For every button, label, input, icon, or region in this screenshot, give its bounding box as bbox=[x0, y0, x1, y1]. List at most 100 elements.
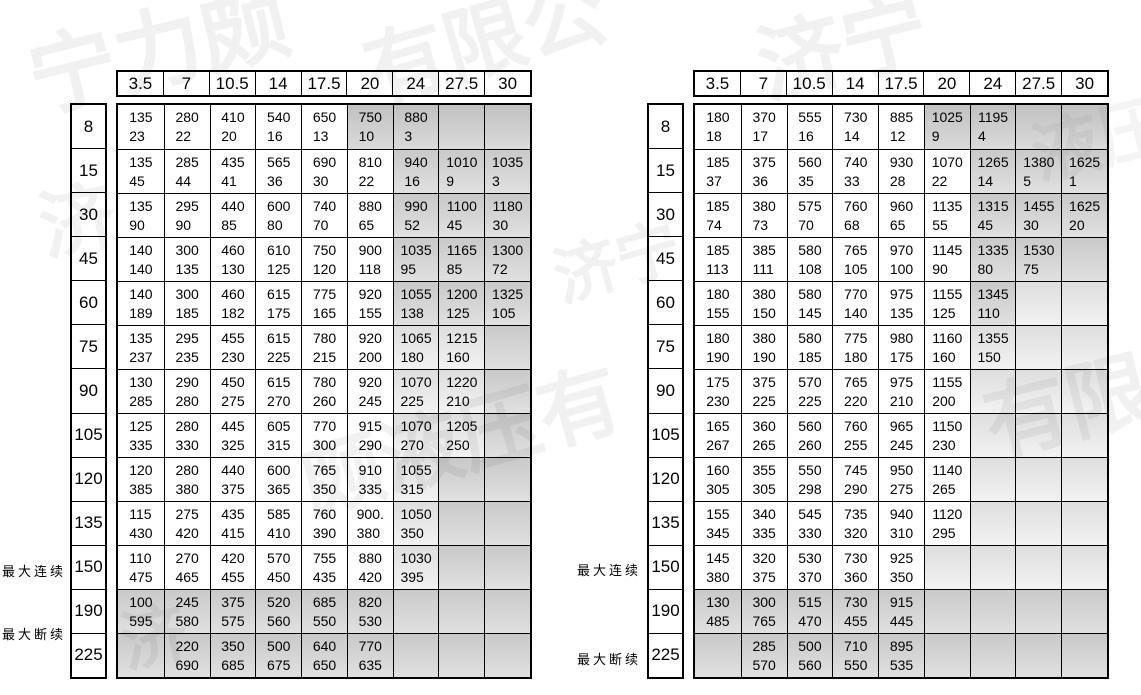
value-top: 950 bbox=[889, 461, 914, 478]
left-row-header-30: 30 bbox=[72, 192, 105, 237]
value-bottom: 55 bbox=[932, 216, 948, 233]
left-col-header-30: 30 bbox=[484, 72, 531, 95]
left-cell-30-7: 295 90 bbox=[163, 193, 210, 237]
value-top: 1135 bbox=[932, 197, 963, 214]
value-top: 575 bbox=[798, 197, 822, 214]
left-cell-45-10.5: 460 130 bbox=[209, 237, 256, 281]
right-col-header-30: 30 bbox=[1061, 72, 1108, 95]
value-bottom: 30 bbox=[492, 216, 509, 233]
value-bottom: 350 bbox=[400, 524, 424, 541]
value-bottom: 280 bbox=[175, 392, 199, 409]
left-cell-120-7: 280 380 bbox=[163, 457, 210, 501]
value-bottom: 385 bbox=[129, 480, 153, 497]
value-bottom: 335 bbox=[752, 524, 776, 541]
value-bottom: 530 bbox=[358, 612, 382, 629]
value-bottom: 255 bbox=[844, 436, 868, 453]
value-top: 1195 bbox=[977, 109, 1009, 125]
value-bottom: 320 bbox=[844, 524, 868, 541]
value-bottom: 9 bbox=[931, 128, 940, 144]
left-cell-30-20: 880 65 bbox=[346, 193, 393, 237]
right-cell-150-7: 320 375 bbox=[740, 545, 787, 589]
left-row-header-60: 60 bbox=[72, 280, 105, 325]
value-top: 765 bbox=[844, 373, 868, 390]
left-col-header-27.5: 27.5 bbox=[438, 72, 485, 95]
value-bottom: 155 bbox=[358, 304, 382, 321]
value-bottom: 45 bbox=[446, 216, 463, 233]
left-cell-120-27.5 bbox=[438, 457, 485, 501]
value-bottom: 275 bbox=[889, 480, 914, 497]
value-top: 915 bbox=[889, 593, 914, 610]
right-row-header-15: 15 bbox=[649, 148, 682, 193]
value-bottom: 72 bbox=[492, 260, 508, 277]
left-cell-8-14: 540 16 bbox=[255, 105, 302, 149]
value-top: 115 bbox=[129, 505, 152, 522]
right-cell-120-10.5: 550 298 bbox=[786, 457, 833, 501]
value-top: 530 bbox=[798, 549, 822, 566]
value-bottom: 375 bbox=[221, 480, 245, 497]
value-top: 180 bbox=[706, 329, 730, 346]
value-top: 1215 bbox=[446, 329, 478, 346]
right-cell-90-17.5: 975 210 bbox=[878, 369, 924, 413]
value-bottom: 180 bbox=[844, 348, 868, 365]
value-bottom: 350 bbox=[889, 568, 914, 585]
left-cell-120-24: 1055 315 bbox=[392, 457, 439, 501]
value-top: 940 bbox=[404, 153, 428, 170]
left-cell-190-30 bbox=[484, 589, 530, 633]
right-cell-15-7: 375 36 bbox=[740, 149, 787, 193]
value-bottom: 138 bbox=[400, 304, 424, 321]
left-cell-225-10.5: 350 685 bbox=[209, 633, 256, 677]
value-bottom: 80 bbox=[267, 216, 283, 233]
value-top: 300 bbox=[752, 593, 776, 610]
value-top: 770 bbox=[844, 285, 868, 302]
value-bottom: 16 bbox=[267, 128, 283, 144]
left-cell-90-27.5: 1220 210 bbox=[438, 369, 485, 413]
value-top: 1180 bbox=[492, 197, 523, 214]
value-top: 1050 bbox=[400, 505, 432, 522]
value-bottom: 18 bbox=[706, 128, 722, 144]
value-top: 180 bbox=[706, 109, 730, 125]
left-cell-45-14: 610 125 bbox=[255, 237, 302, 281]
value-top: 500 bbox=[798, 637, 822, 654]
right-cell-45-10.5: 580 108 bbox=[786, 237, 833, 281]
value-bottom: 190 bbox=[752, 348, 776, 365]
value-top: 1345 bbox=[977, 285, 1009, 302]
right-col-header-17.5: 17.5 bbox=[877, 72, 924, 95]
value-top: 1010 bbox=[446, 153, 478, 170]
left-cell-135-10.5: 435 415 bbox=[209, 501, 256, 545]
left-cell-150-24: 1030 395 bbox=[392, 545, 439, 589]
right-col-header-24: 24 bbox=[969, 72, 1016, 95]
left-cell-190-17.5: 685 550 bbox=[301, 589, 347, 633]
right-cell-60-7: 380 150 bbox=[740, 281, 787, 325]
left-row-header-8: 8 bbox=[72, 105, 105, 149]
value-top: 145 bbox=[706, 549, 730, 566]
left-cell-15-17.5: 690 30 bbox=[301, 149, 347, 193]
right-cell-90-27.5 bbox=[1015, 369, 1062, 413]
right-cell-190-20 bbox=[923, 589, 970, 633]
left-row-header-120: 120 bbox=[72, 456, 105, 501]
value-bottom: 250 bbox=[446, 436, 470, 453]
right-cell-15-10.5: 560 35 bbox=[786, 149, 833, 193]
left-col-header-3.5: 3.5 bbox=[118, 72, 163, 95]
right-cell-45-24: 1335 80 bbox=[969, 237, 1016, 281]
value-bottom: 190 bbox=[706, 348, 730, 365]
value-top: 1380 bbox=[1023, 153, 1055, 170]
right-cell-30-24: 1315 45 bbox=[969, 193, 1016, 237]
left-row-header-225: 225 bbox=[72, 632, 105, 678]
left-cell-120-17.5: 765 350 bbox=[301, 457, 347, 501]
right-cell-190-27.5 bbox=[1015, 589, 1062, 633]
value-top: 685 bbox=[312, 593, 337, 610]
value-bottom: 160 bbox=[932, 348, 956, 365]
value-bottom: 435 bbox=[312, 568, 337, 585]
right-cell-120-14: 745 290 bbox=[832, 457, 879, 501]
value-bottom: 415 bbox=[221, 524, 245, 541]
value-bottom: 635 bbox=[358, 656, 382, 673]
value-top: 245 bbox=[175, 593, 199, 610]
value-bottom: 298 bbox=[798, 480, 822, 497]
right-cell-225-10.5: 500 560 bbox=[786, 633, 833, 677]
left-cell-30-14: 600 80 bbox=[255, 193, 302, 237]
value-bottom: 28 bbox=[889, 172, 906, 189]
left-col-header-24: 24 bbox=[392, 72, 439, 95]
value-bottom: 270 bbox=[267, 392, 291, 409]
left-cell-75-24: 1065 180 bbox=[392, 325, 439, 369]
